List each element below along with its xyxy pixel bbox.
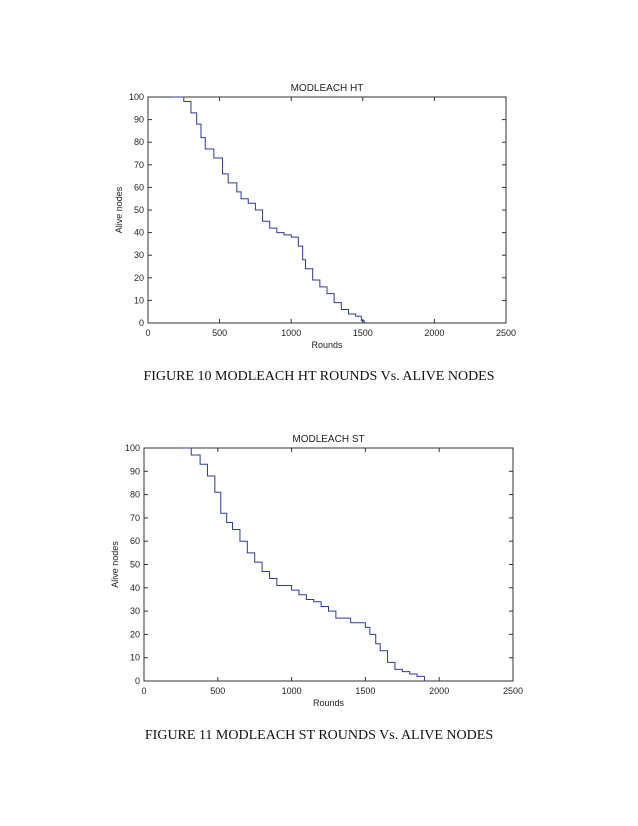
y-tick-label: 0 xyxy=(139,318,144,328)
x-tick-label: 1500 xyxy=(353,328,373,338)
y-tick-label: 100 xyxy=(125,443,140,453)
x-tick-label: 2500 xyxy=(503,686,523,696)
x-tick-label: 500 xyxy=(212,328,227,338)
x-tick-label: 500 xyxy=(210,686,225,696)
y-tick-label: 20 xyxy=(130,629,140,639)
figure-10-chart: 0 500 1000 1500 2000 2500 0 10 20 30 40 50 60 70 80 90 1… xyxy=(0,70,638,360)
x-tick-label: 1000 xyxy=(281,328,301,338)
x-tick-label: 2000 xyxy=(429,686,449,696)
y-tick-label: 90 xyxy=(130,466,140,476)
series-line xyxy=(170,96,365,323)
figure-11-chart: 0 500 1000 1500 2000 2500 0 10 20 30 40 50 60 70 80 90 1… xyxy=(0,425,638,710)
y-tick-label: 40 xyxy=(130,583,140,593)
chart-svg: 0 500 1000 1500 2000 2500 0 10 20 30 40 50 60 70 80 90 1… xyxy=(114,83,516,350)
y-axis-label: Alive nodes xyxy=(114,186,124,233)
y-tick-label: 70 xyxy=(130,513,140,523)
y-tick-label: 90 xyxy=(134,115,144,125)
y-tick-label: 60 xyxy=(130,536,140,546)
y-tick-label: 70 xyxy=(134,160,144,170)
chart-svg: 0 500 1000 1500 2000 2500 0 10 20 30 40 50 60 70 80 90 1… xyxy=(110,434,523,708)
chart-title: MODLEACH HT xyxy=(291,83,364,94)
x-axis-label: Rounds xyxy=(313,698,345,708)
y-tick-label: 40 xyxy=(134,228,144,238)
y-tick-label: 80 xyxy=(134,137,144,147)
y-tick-label: 60 xyxy=(134,182,144,192)
x-axis-label: Rounds xyxy=(311,340,343,350)
y-tick-label: 100 xyxy=(129,92,144,102)
x-tick-label: 1000 xyxy=(282,686,302,696)
series-line xyxy=(180,447,425,681)
figure-11-caption: FIGURE 11 MODLEACH ST ROUNDS Vs. ALIVE N… xyxy=(144,728,494,743)
chart-title: MODLEACH ST xyxy=(292,434,364,445)
y-tick-label: 20 xyxy=(134,273,144,283)
y-axis-label: Alive nodes xyxy=(110,541,120,588)
y-tick-label: 50 xyxy=(130,560,140,570)
y-tick-label: 50 xyxy=(134,205,144,215)
x-tick-label: 1500 xyxy=(355,686,375,696)
x-tick-label: 2500 xyxy=(496,328,516,338)
y-tick-label: 80 xyxy=(130,490,140,500)
x-tick-label: 2000 xyxy=(424,328,444,338)
figure-10-caption: FIGURE 10 MODLEACH HT ROUNDS Vs. ALIVE N… xyxy=(143,369,495,384)
x-tick-label: 0 xyxy=(145,328,150,338)
y-tick-label: 10 xyxy=(130,653,140,663)
plot-area-frame xyxy=(143,447,514,682)
y-tick-label: 0 xyxy=(135,676,140,686)
y-tick-label: 10 xyxy=(134,295,144,305)
x-tick-label: 0 xyxy=(141,686,146,696)
y-tick-label: 30 xyxy=(130,606,140,616)
y-tick-label: 30 xyxy=(134,250,144,260)
